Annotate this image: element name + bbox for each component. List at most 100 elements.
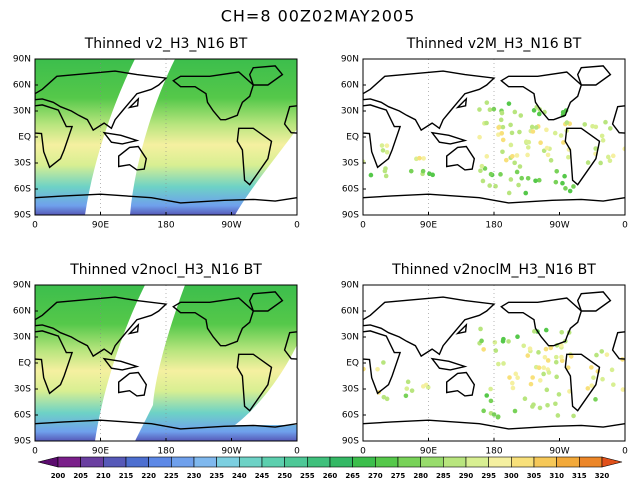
coastline: [118, 145, 148, 171]
observation-dot: [527, 346, 533, 351]
lon-label: 180: [485, 221, 502, 231]
observation-dot: [591, 375, 596, 380]
observation-dot: [530, 129, 536, 134]
observation-dot: [537, 405, 543, 411]
observation-dot: [600, 138, 606, 143]
observation-dot: [379, 143, 385, 148]
lon-label: 0: [294, 447, 300, 457]
observation-dot: [571, 184, 576, 189]
observation-dot: [487, 183, 492, 188]
observation-dot: [479, 163, 485, 169]
observation-dot: [480, 178, 486, 184]
lon-label: 90W: [549, 221, 569, 231]
observation-dot: [405, 379, 411, 385]
observation-dot: [600, 376, 605, 382]
coastline: [35, 330, 74, 395]
lat-label: 60N: [13, 81, 31, 91]
observation-dot: [605, 154, 611, 160]
colorbar-label: 275: [391, 472, 406, 480]
lat-label: 90N: [13, 55, 31, 65]
observation-dot: [503, 157, 509, 163]
observation-dot: [500, 124, 506, 130]
observation-dot: [487, 107, 493, 113]
coastline: [102, 131, 140, 145]
lat-label: 60S: [14, 411, 31, 421]
colorbar-label: 250: [277, 472, 292, 480]
observation-dot: [538, 140, 543, 146]
colorbar-label: 240: [232, 472, 247, 480]
observation-dot: [484, 154, 490, 159]
observation-dot: [375, 366, 380, 372]
observation-dot: [559, 358, 565, 364]
coastline: [35, 296, 168, 358]
observation-dot: [368, 172, 374, 178]
lat-label: 30N: [13, 107, 31, 117]
map-content: [35, 285, 297, 441]
observation-dot: [425, 385, 431, 390]
observation-dot: [500, 137, 506, 143]
observation-dot: [477, 134, 482, 140]
observation-dot: [383, 173, 389, 179]
coastline: [363, 330, 402, 395]
lon-label: 0: [32, 221, 38, 231]
observation-dot: [512, 408, 518, 414]
map-content: [363, 59, 625, 215]
observation-dot: [537, 378, 543, 383]
coastline: [35, 70, 168, 132]
lat-label: 30S: [14, 159, 31, 169]
observation-dot: [510, 385, 516, 391]
coastline: [564, 127, 601, 186]
observation-dot: [507, 375, 512, 380]
observation-dot: [521, 343, 527, 349]
observation-dot: [585, 160, 591, 165]
antarctic-coast: [35, 193, 297, 204]
colorbar-label: 270: [368, 472, 383, 480]
observation-dot: [536, 111, 542, 117]
lat-label: 30N: [13, 333, 31, 343]
observation-dot: [491, 106, 497, 112]
lon-label: 90E: [420, 221, 437, 231]
lon-label: 0: [294, 221, 300, 231]
observation-dot: [496, 125, 501, 130]
coastline: [248, 65, 284, 86]
observation-dot: [589, 365, 594, 370]
observation-dot: [515, 375, 520, 381]
colorbar-box: [216, 456, 240, 468]
coastline: [500, 71, 583, 121]
map-content: [35, 59, 297, 215]
colorbar-label: 300: [504, 472, 519, 480]
map-content: [363, 285, 625, 441]
colorbar-box: [125, 456, 149, 468]
observation-dot: [493, 183, 498, 189]
observation-dot: [478, 168, 483, 174]
observation-dot: [559, 329, 565, 335]
observation-dot: [567, 389, 572, 394]
colorbar-label: 285: [436, 472, 451, 480]
observation-dot: [496, 361, 501, 367]
observation-dot: [609, 367, 615, 373]
observation-dot: [567, 188, 573, 194]
data-gap: [85, 59, 297, 215]
lon-label: 0: [622, 447, 628, 457]
observation-dot: [501, 336, 506, 342]
data-gap: [95, 285, 297, 441]
lat-label: 90N: [13, 281, 31, 291]
observation-dot: [501, 361, 506, 366]
figure-title: CH=8 00Z02MAY2005: [221, 7, 416, 26]
coastline: [236, 353, 273, 412]
coastline: [363, 296, 496, 358]
colorbar-label: 320: [595, 472, 610, 480]
observation-dot: [593, 146, 598, 151]
coastline: [455, 97, 468, 109]
observation-dot: [380, 148, 386, 153]
observation-dot: [506, 339, 511, 344]
observation-dot: [517, 129, 522, 135]
lon-label: 90E: [92, 221, 109, 231]
colorbar-label: 200: [51, 472, 66, 480]
observation-dot: [620, 387, 625, 392]
observation-dot: [585, 386, 591, 391]
observation-dot: [488, 398, 494, 404]
lon-label: 90W: [221, 221, 241, 231]
coastline: [172, 71, 255, 121]
